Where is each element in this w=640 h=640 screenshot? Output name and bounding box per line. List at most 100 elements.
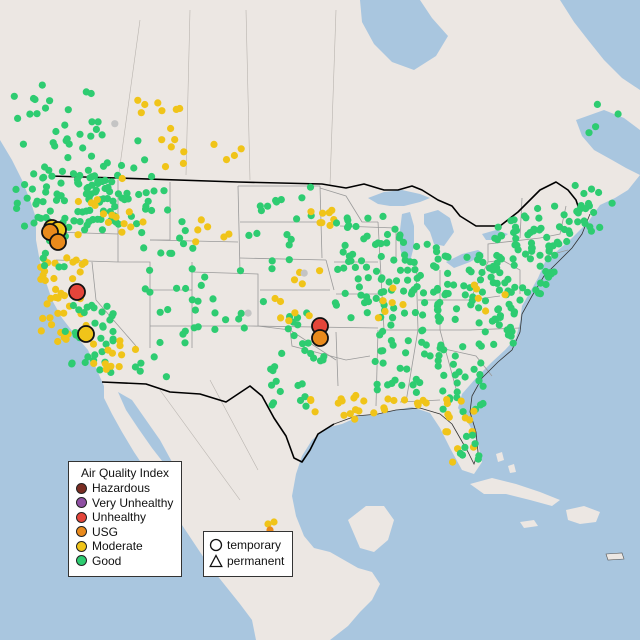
station-marker-moderate[interactable] (379, 297, 387, 305)
station-marker-good[interactable] (396, 266, 405, 274)
station-marker-good[interactable] (410, 258, 418, 266)
station-marker-good[interactable] (48, 172, 56, 180)
station-marker-good[interactable] (268, 265, 276, 273)
station-marker-good[interactable] (444, 253, 452, 261)
station-marker-good[interactable] (201, 273, 209, 281)
station-marker-moderate[interactable] (380, 404, 388, 412)
station-marker-good[interactable] (504, 275, 512, 283)
station-marker-good[interactable] (268, 381, 276, 389)
station-marker-good[interactable] (387, 337, 395, 345)
station-marker-moderate[interactable] (154, 99, 162, 107)
station-marker-moderate[interactable] (118, 228, 126, 236)
station-marker-good[interactable] (162, 373, 170, 381)
station-marker-good[interactable] (148, 172, 156, 181)
station-marker-good[interactable] (80, 309, 88, 317)
station-marker-moderate[interactable] (115, 363, 123, 371)
station-marker-good[interactable] (32, 200, 40, 208)
station-marker-good[interactable] (404, 337, 412, 345)
station-marker-good[interactable] (56, 192, 64, 200)
station-marker-moderate[interactable] (54, 309, 62, 317)
station-marker-good[interactable] (341, 241, 349, 249)
station-marker-good[interactable] (511, 283, 519, 291)
station-marker-good[interactable] (390, 256, 398, 264)
station-marker-good[interactable] (574, 218, 582, 226)
station-marker-good[interactable] (401, 251, 409, 259)
station-marker-good[interactable] (55, 263, 63, 271)
station-marker-moderate[interactable] (311, 408, 319, 416)
station-marker-good[interactable] (549, 242, 557, 250)
station-marker-good[interactable] (478, 268, 486, 277)
station-marker-good[interactable] (596, 223, 604, 231)
station-marker-good[interactable] (52, 127, 60, 136)
station-marker-good[interactable] (352, 222, 360, 231)
station-marker-good[interactable] (523, 288, 532, 296)
station-marker-good[interactable] (516, 296, 524, 304)
station-marker-good[interactable] (467, 301, 475, 309)
station-marker-good[interactable] (396, 231, 404, 239)
station-marker-good[interactable] (82, 207, 90, 215)
station-marker-moderate[interactable] (39, 271, 47, 279)
station-marker-good[interactable] (461, 373, 469, 381)
station-marker-moderate[interactable] (384, 395, 392, 403)
station-marker-good[interactable] (134, 137, 142, 145)
station-marker-moderate[interactable] (107, 362, 115, 370)
temporary-monitor-usg[interactable] (49, 233, 67, 251)
station-marker-good[interactable] (392, 277, 401, 285)
station-marker-good[interactable] (509, 339, 517, 347)
station-marker-good[interactable] (512, 226, 521, 234)
station-marker-good[interactable] (391, 225, 399, 233)
station-marker-good[interactable] (411, 309, 419, 317)
station-marker-good[interactable] (481, 297, 490, 305)
station-marker-good[interactable] (146, 266, 154, 274)
station-marker-good[interactable] (301, 346, 309, 355)
station-marker-good[interactable] (130, 164, 138, 172)
temporary-monitor-moderate[interactable] (77, 325, 95, 343)
station-marker-good[interactable] (146, 288, 154, 296)
station-marker-good[interactable] (543, 233, 551, 241)
station-marker-good[interactable] (92, 125, 100, 133)
station-marker-good[interactable] (84, 353, 92, 361)
station-marker-good[interactable] (98, 226, 106, 234)
station-marker-good[interactable] (268, 257, 276, 265)
station-marker-good[interactable] (475, 319, 483, 327)
station-marker-moderate[interactable] (99, 210, 108, 218)
station-marker-moderate[interactable] (167, 124, 175, 133)
station-marker-good[interactable] (434, 306, 442, 314)
station-marker-good[interactable] (496, 253, 504, 261)
station-marker-moderate[interactable] (93, 196, 101, 204)
station-marker-good[interactable] (299, 340, 307, 348)
station-marker-good[interactable] (493, 279, 501, 287)
station-marker-good[interactable] (357, 291, 365, 299)
station-marker-good[interactable] (293, 215, 301, 223)
station-marker-good[interactable] (423, 240, 431, 248)
station-marker-moderate[interactable] (81, 258, 89, 266)
station-marker-good[interactable] (344, 216, 352, 224)
station-marker-good[interactable] (49, 139, 57, 147)
station-marker-moderate[interactable] (474, 294, 482, 302)
station-marker-moderate[interactable] (37, 327, 45, 335)
station-marker-good[interactable] (138, 229, 146, 237)
station-marker-good[interactable] (12, 185, 20, 193)
station-marker-good[interactable] (57, 179, 65, 187)
station-marker-moderate[interactable] (413, 399, 422, 407)
station-marker-moderate[interactable] (370, 409, 378, 417)
station-marker-moderate[interactable] (89, 340, 98, 348)
station-marker-good[interactable] (377, 252, 385, 261)
station-marker-moderate[interactable] (52, 293, 60, 301)
station-marker-good[interactable] (65, 140, 73, 148)
station-marker-moderate[interactable] (389, 284, 397, 292)
station-marker-good[interactable] (439, 405, 447, 413)
temporary-monitor-usg[interactable] (311, 329, 329, 347)
station-marker-moderate[interactable] (139, 218, 147, 226)
station-marker-good[interactable] (137, 359, 145, 367)
station-marker-good[interactable] (164, 306, 172, 314)
station-marker-good[interactable] (96, 177, 104, 185)
station-marker-good[interactable] (383, 230, 392, 239)
station-marker-good[interactable] (412, 388, 420, 396)
station-marker-good[interactable] (79, 144, 87, 152)
station-marker-good[interactable] (109, 197, 117, 205)
station-marker-good[interactable] (64, 106, 72, 114)
station-marker-moderate[interactable] (134, 96, 142, 104)
station-marker-good[interactable] (332, 219, 341, 227)
station-marker-moderate[interactable] (381, 307, 389, 315)
